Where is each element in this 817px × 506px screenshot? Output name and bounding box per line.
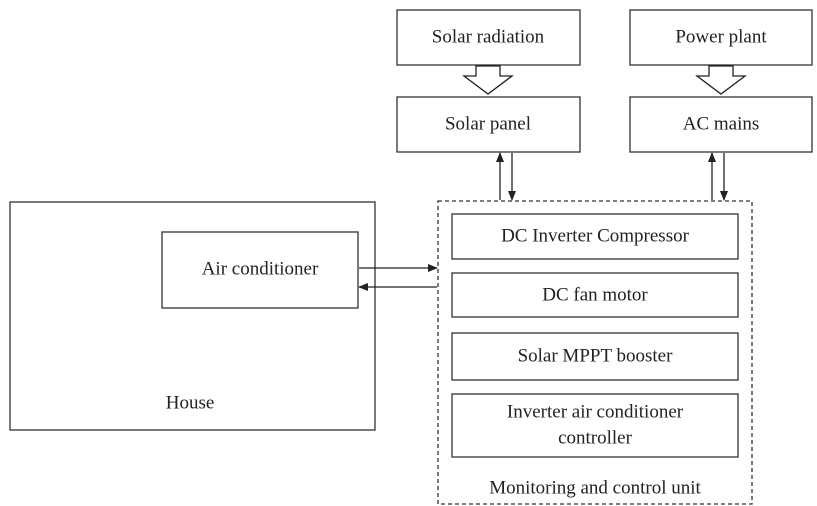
node-box: [629, 9, 813, 66]
node-label: Air conditioner: [202, 258, 319, 279]
node-box: [451, 332, 739, 381]
node-box: [396, 96, 581, 153]
node-box: [451, 213, 739, 260]
node-label: Inverter air conditioner: [507, 401, 684, 422]
node-label: DC Inverter Compressor: [501, 225, 690, 246]
node-box: [451, 393, 739, 458]
node-label: Solar MPPT booster: [518, 345, 674, 366]
node-label: DC fan motor: [542, 284, 648, 305]
node-box: [451, 272, 739, 318]
node-label: controller: [558, 427, 633, 448]
node-label: Solar radiation: [432, 26, 545, 47]
node-box: [161, 231, 359, 309]
node-label: Power plant: [675, 26, 767, 47]
node-box: [396, 9, 581, 66]
node-label: Monitoring and control unit: [489, 477, 701, 498]
control-unit-box: [437, 200, 753, 505]
node-box: [629, 96, 813, 153]
hollow-arrow: [695, 65, 747, 95]
node-label: Solar panel: [445, 113, 531, 134]
node-label: AC mains: [683, 113, 760, 134]
hollow-arrow: [462, 65, 514, 95]
node-label: House: [166, 392, 215, 413]
